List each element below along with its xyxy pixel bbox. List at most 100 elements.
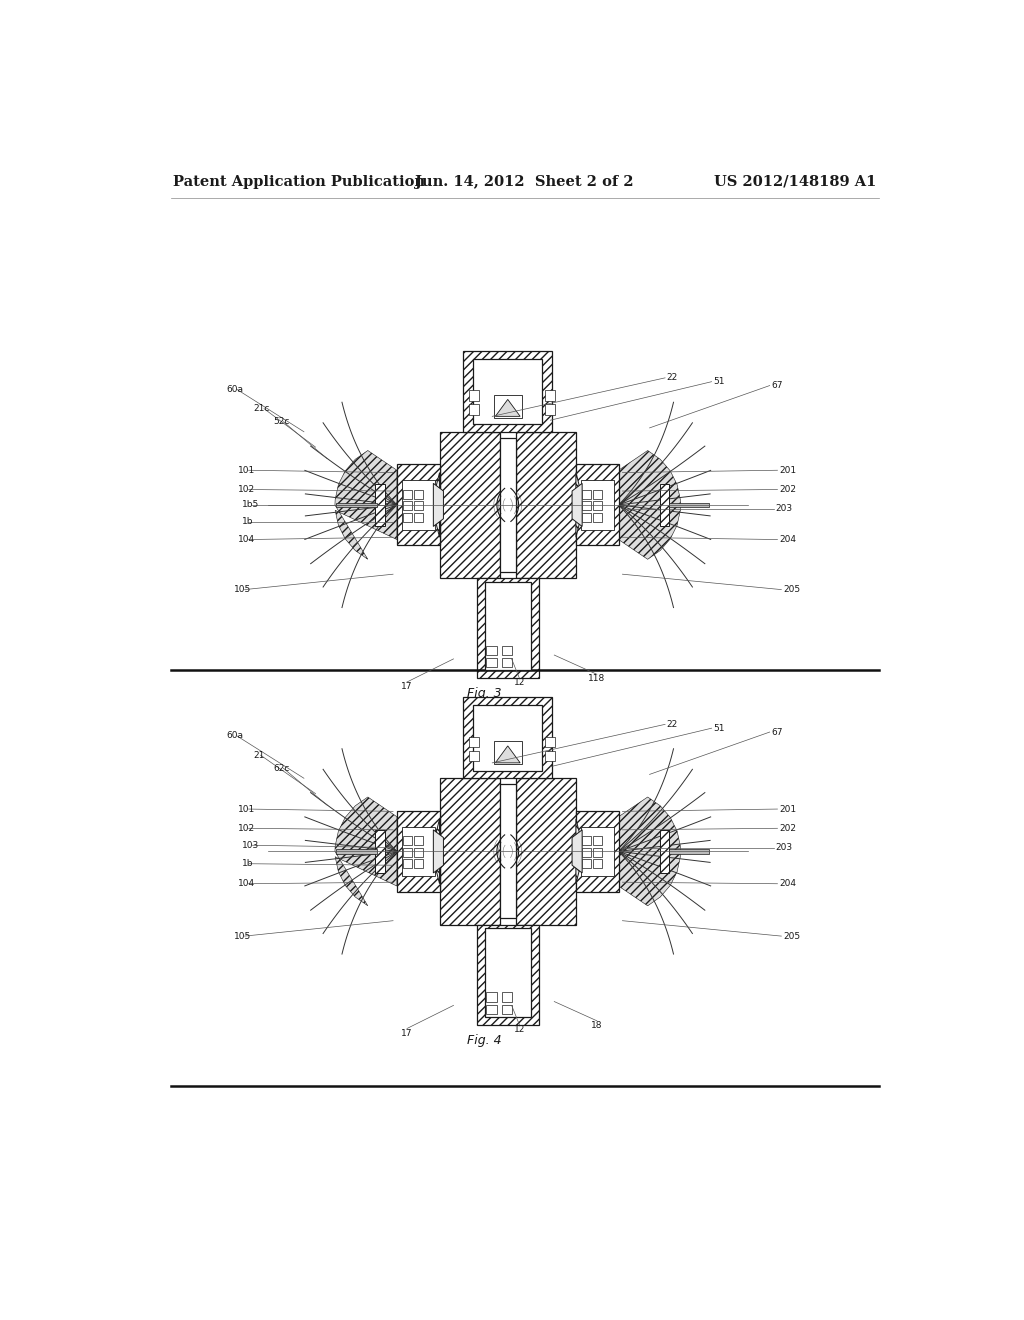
Text: 202: 202 (779, 484, 796, 494)
Polygon shape (435, 818, 439, 884)
Bar (659, 830, 669, 873)
Text: Jun. 14, 2012  Sheet 2 of 2: Jun. 14, 2012 Sheet 2 of 2 (416, 174, 634, 189)
Text: 205: 205 (783, 932, 800, 941)
Bar (469, 404, 478, 414)
Text: 203: 203 (775, 843, 793, 851)
Bar (581, 826, 614, 876)
Text: 67: 67 (771, 381, 782, 389)
Polygon shape (335, 797, 397, 906)
Text: 118: 118 (588, 675, 605, 684)
Bar (583, 490, 592, 499)
Text: 67: 67 (771, 727, 782, 737)
Bar (414, 502, 423, 511)
Bar (439, 779, 500, 924)
Polygon shape (572, 483, 583, 527)
Bar (593, 847, 602, 857)
Bar (500, 438, 515, 572)
Text: Patent Application Publication: Patent Application Publication (173, 174, 425, 189)
Bar (546, 737, 555, 747)
Text: 22: 22 (667, 374, 678, 383)
Bar (473, 359, 543, 424)
Bar (593, 490, 602, 499)
Bar (439, 432, 500, 578)
Polygon shape (618, 450, 681, 560)
Polygon shape (435, 473, 439, 537)
Bar (469, 737, 478, 747)
Polygon shape (433, 830, 443, 873)
Bar (502, 659, 512, 668)
Bar (484, 582, 531, 671)
Text: 22: 22 (667, 719, 678, 729)
Bar (401, 826, 435, 876)
Bar (403, 490, 413, 499)
Text: 62c: 62c (273, 764, 290, 772)
Text: 52c: 52c (273, 417, 290, 426)
Bar (414, 490, 423, 499)
Bar (669, 849, 710, 854)
Polygon shape (575, 818, 580, 884)
Text: 18: 18 (591, 1020, 603, 1030)
Bar (659, 483, 669, 527)
Bar (546, 391, 555, 401)
Bar (337, 849, 377, 854)
Text: 12: 12 (514, 678, 525, 688)
Bar (473, 705, 543, 771)
Bar (414, 847, 423, 857)
Text: 203: 203 (775, 504, 793, 513)
Bar (375, 483, 385, 527)
Bar (494, 395, 521, 418)
Bar (581, 480, 614, 529)
Bar (403, 836, 413, 845)
Bar (575, 465, 618, 545)
Text: Fig. 4: Fig. 4 (467, 1034, 502, 1047)
Bar (403, 859, 413, 869)
Bar (583, 847, 592, 857)
Bar (463, 351, 552, 432)
Bar (583, 859, 592, 869)
Text: 101: 101 (238, 805, 255, 813)
Text: 104: 104 (238, 879, 255, 888)
Text: 201: 201 (779, 466, 796, 475)
Bar (486, 659, 497, 668)
Bar (494, 742, 521, 764)
Bar (583, 836, 592, 845)
Text: 17: 17 (401, 682, 413, 690)
Bar (401, 480, 435, 529)
Text: 1b5: 1b5 (242, 500, 259, 510)
Bar (403, 502, 413, 511)
Bar (546, 404, 555, 414)
Bar (515, 432, 575, 578)
Bar (484, 928, 531, 1016)
Bar (593, 836, 602, 845)
Bar (593, 859, 602, 869)
Polygon shape (496, 746, 520, 763)
Text: US 2012/148189 A1: US 2012/148189 A1 (715, 174, 877, 189)
Text: 60a: 60a (226, 385, 244, 393)
Bar (593, 512, 602, 521)
Text: 105: 105 (234, 932, 252, 941)
Bar (414, 512, 423, 521)
Bar (502, 1005, 512, 1014)
Text: 102: 102 (238, 484, 255, 494)
Text: 1b: 1b (242, 517, 253, 527)
Polygon shape (575, 473, 580, 537)
Text: 1b: 1b (242, 859, 253, 869)
Text: 101: 101 (238, 466, 255, 475)
Text: 201: 201 (779, 805, 796, 813)
Bar (515, 779, 575, 924)
Text: Fig. 3: Fig. 3 (467, 686, 502, 700)
Text: 12: 12 (514, 1024, 525, 1034)
Bar (583, 512, 592, 521)
Bar (575, 810, 618, 892)
Bar (477, 924, 539, 1024)
Bar (502, 645, 512, 655)
Text: 17: 17 (401, 1028, 413, 1038)
Bar (414, 859, 423, 869)
Text: 51: 51 (713, 378, 725, 387)
Bar (375, 830, 385, 873)
Polygon shape (618, 797, 681, 906)
Bar (669, 503, 710, 507)
Polygon shape (433, 483, 443, 527)
Text: 202: 202 (779, 824, 796, 833)
Bar (403, 847, 413, 857)
